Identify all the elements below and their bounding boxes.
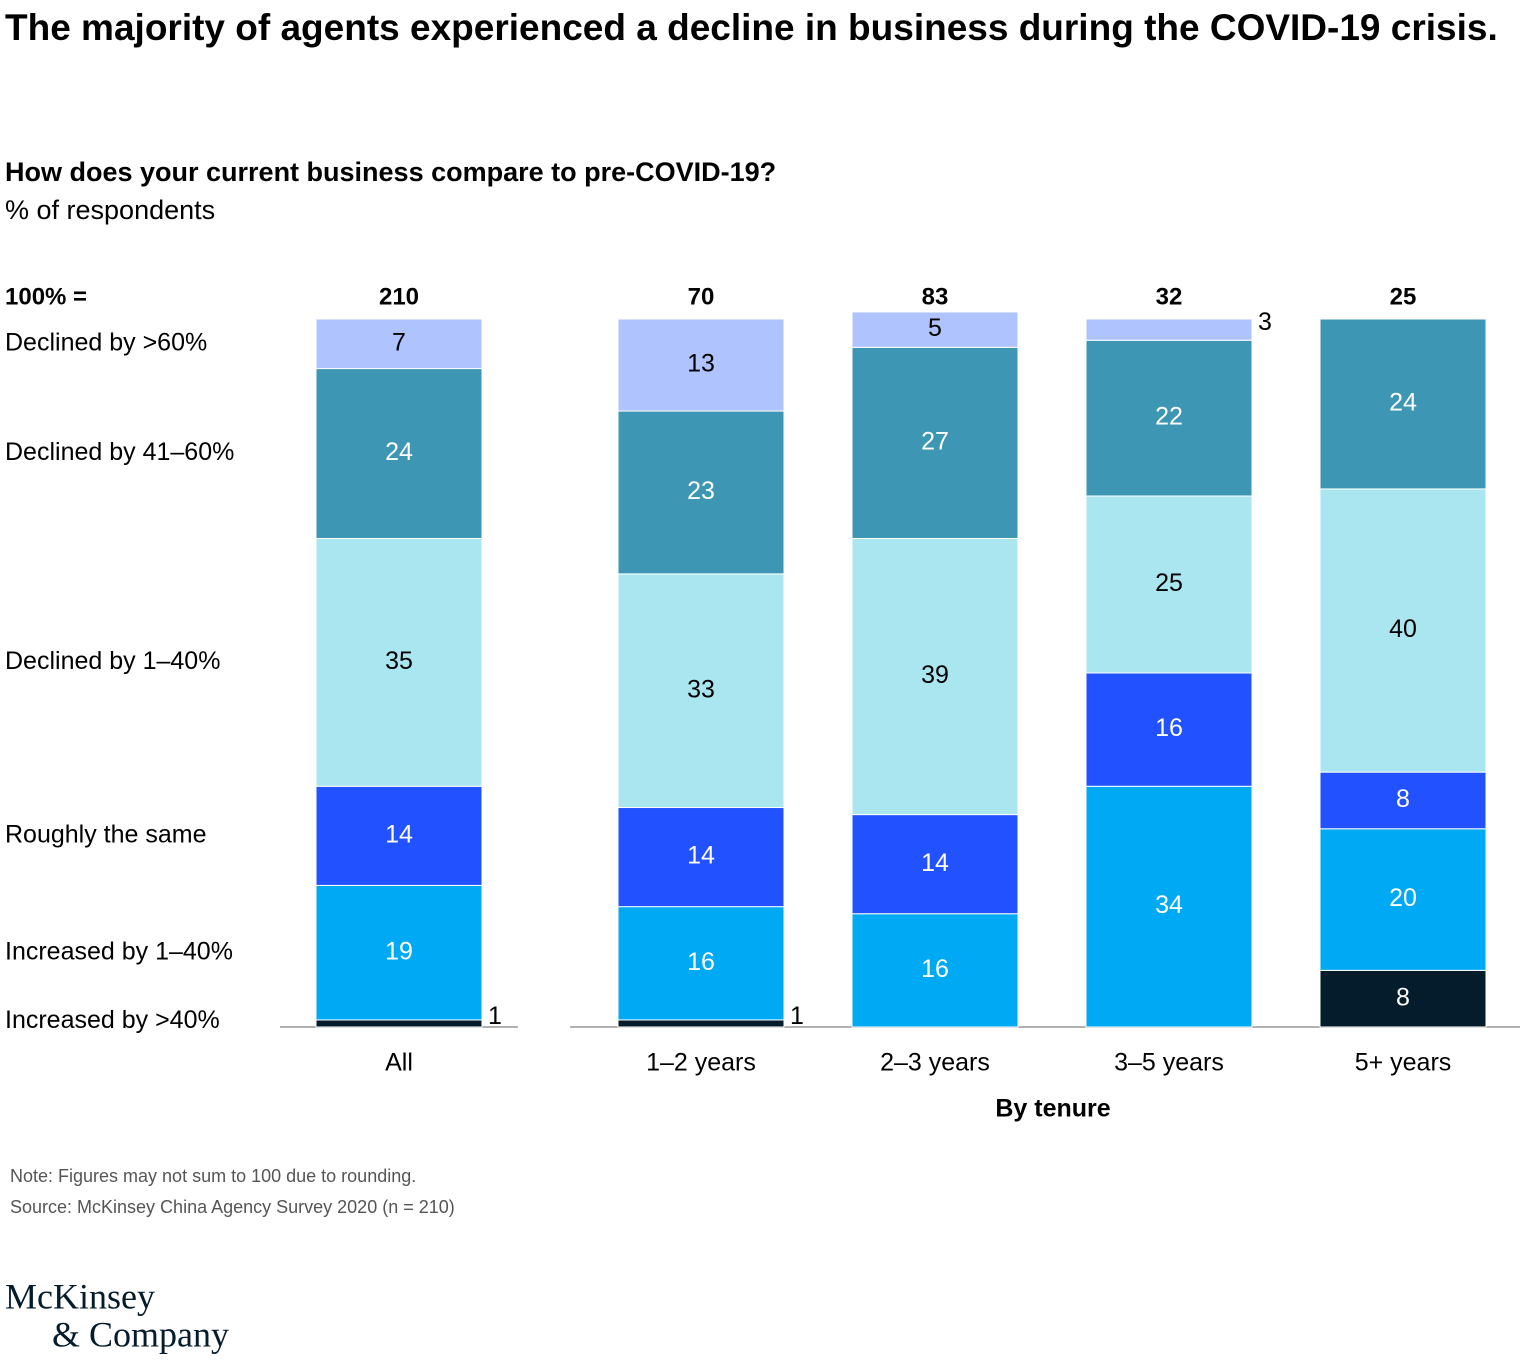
bar-segment	[617, 1019, 785, 1028]
bar-segment	[617, 318, 785, 412]
data-label: 27	[921, 428, 949, 456]
data-label: 5	[928, 314, 942, 342]
total-value: 210	[379, 283, 419, 310]
bar-segment	[315, 318, 483, 370]
data-label: 3	[1258, 308, 1272, 336]
data-label: 19	[385, 937, 413, 965]
bar-segment	[1319, 488, 1487, 773]
bar-segment	[1085, 318, 1253, 341]
data-label: 24	[1389, 389, 1417, 417]
bar-segment	[1319, 771, 1487, 830]
bar-segment	[617, 573, 785, 809]
total-value: 83	[922, 283, 949, 310]
data-label: 16	[921, 955, 949, 983]
bar-segment	[617, 906, 785, 1021]
logo: McKinsey	[5, 1276, 155, 1316]
legend-label: Roughly the same	[5, 820, 207, 848]
bar-segment	[851, 346, 1019, 539]
legend-label: Increased by >40%	[5, 1006, 220, 1034]
bar-segment	[315, 1019, 483, 1028]
data-label: 22	[1155, 403, 1183, 431]
data-label: 35	[385, 647, 413, 675]
bar-segment	[315, 368, 483, 539]
x-tick-label: 5+ years	[1355, 1049, 1452, 1077]
data-label: 16	[1155, 714, 1183, 742]
bar-segment	[617, 807, 785, 908]
group-label: By tenure	[995, 1095, 1110, 1123]
x-tick-label: 1–2 years	[646, 1049, 756, 1077]
bar-segment	[1085, 495, 1253, 674]
bar-segment	[1085, 785, 1253, 1028]
bar-segment	[1319, 969, 1487, 1028]
chart-title: The majority of agents experienced a dec…	[5, 7, 1498, 48]
data-label: 34	[1155, 891, 1183, 919]
data-label: 39	[921, 661, 949, 689]
note: Note: Figures may not sum to 100 due to …	[10, 1166, 416, 1186]
data-label: 40	[1389, 615, 1417, 643]
bar-segment	[315, 884, 483, 1021]
bar-segment	[617, 410, 785, 575]
x-tick-label: 2–3 years	[880, 1049, 990, 1077]
data-label: 13	[687, 350, 715, 378]
bar-segment	[1319, 318, 1487, 490]
data-label: 8	[1396, 785, 1410, 813]
data-label: 14	[385, 820, 413, 848]
bar-segment	[1319, 828, 1487, 971]
data-label: 33	[687, 675, 715, 703]
bar-segment	[315, 537, 483, 787]
data-label: 14	[687, 842, 715, 870]
data-label: 23	[687, 477, 715, 505]
unit-label: % of respondents	[5, 195, 215, 225]
bar-segment	[851, 814, 1019, 915]
bar-segment	[851, 913, 1019, 1028]
bar-segment	[851, 537, 1019, 816]
bar-segment	[851, 311, 1019, 348]
total-value: 25	[1390, 283, 1417, 310]
logo: & Company	[52, 1314, 229, 1354]
x-tick-label: 3–5 years	[1114, 1049, 1224, 1077]
legend-label: Declined by 41–60%	[5, 438, 234, 466]
data-label: 7	[392, 328, 406, 356]
data-label: 14	[921, 849, 949, 877]
data-label: 20	[1389, 884, 1417, 912]
data-label: 25	[1155, 569, 1183, 597]
total-label: 100% =	[5, 283, 87, 310]
data-label: 8	[1396, 983, 1410, 1011]
bar-segment	[1085, 672, 1253, 787]
subtitle: How does your current business compare t…	[5, 157, 776, 187]
total-value: 70	[688, 283, 715, 310]
data-label: 1	[488, 1002, 502, 1030]
x-tick-label: All	[385, 1049, 413, 1077]
legend-label: Declined by 1–40%	[5, 647, 220, 675]
data-label: 24	[385, 438, 413, 466]
legend-label: Declined by >60%	[5, 328, 207, 356]
bar-segment	[1085, 339, 1253, 497]
legend-label: Increased by 1–40%	[5, 937, 233, 965]
source: Source: McKinsey China Agency Survey 202…	[10, 1197, 455, 1217]
data-label: 1	[790, 1002, 804, 1030]
data-label: 16	[687, 948, 715, 976]
total-value: 32	[1156, 283, 1183, 310]
